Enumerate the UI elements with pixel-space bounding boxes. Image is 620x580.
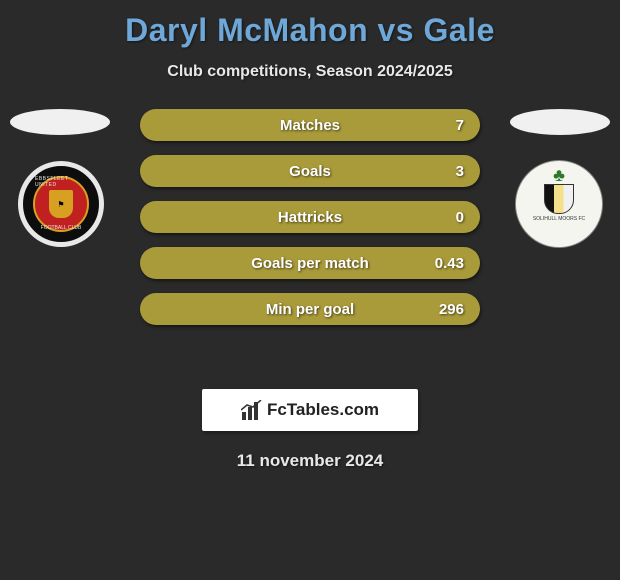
stat-label: Matches	[280, 117, 340, 134]
club-crest-left-inner: EBBSFLEET UNITED ⚑ FOOTBALL CLUB	[33, 176, 89, 232]
stat-value: 3	[456, 163, 464, 180]
brand-logo-box: FcTables.com	[202, 389, 418, 431]
stat-value: 0	[456, 209, 464, 226]
stat-row: Min per goal 296	[140, 293, 480, 325]
date-text: 11 november 2024	[0, 451, 620, 471]
bar-chart-icon	[241, 400, 263, 420]
comparison-body: EBBSFLEET UNITED ⚑ FOOTBALL CLUB ♣ SOLIH…	[0, 109, 620, 359]
crest-right-tree-icon: ♣	[553, 168, 565, 182]
crest-left-shield-icon: ⚑	[49, 190, 73, 218]
stat-row: Hattricks 0	[140, 201, 480, 233]
crest-right-ribbon-text: SOLIHULL MOORS FC	[533, 216, 585, 222]
subtitle: Club competitions, Season 2024/2025	[0, 63, 620, 81]
stat-row: Matches 7	[140, 109, 480, 141]
crest-left-bottom-text: FOOTBALL CLUB	[41, 225, 82, 231]
stat-label: Goals	[289, 163, 331, 180]
club-crest-left: EBBSFLEET UNITED ⚑ FOOTBALL CLUB	[18, 161, 104, 247]
club-crest-right: ♣ SOLIHULL MOORS FC	[516, 161, 602, 247]
stat-value: 0.43	[435, 255, 464, 272]
stat-label: Hattricks	[278, 209, 342, 226]
page-title: Daryl McMahon vs Gale	[0, 0, 620, 49]
player-avatar-left	[10, 109, 110, 135]
stat-row: Goals 3	[140, 155, 480, 187]
stat-value: 7	[456, 117, 464, 134]
crest-left-top-text: EBBSFLEET UNITED	[35, 176, 87, 188]
crest-right-shield-icon	[544, 184, 574, 214]
brand-text: FcTables.com	[267, 400, 379, 420]
stat-label: Goals per match	[251, 255, 369, 272]
stats-list: Matches 7 Goals 3 Hattricks 0 Goals per match 0…	[140, 109, 480, 325]
stat-value: 296	[439, 301, 464, 318]
stat-row: Goals per match 0.43	[140, 247, 480, 279]
stat-label: Min per goal	[266, 301, 354, 318]
player-avatar-right	[510, 109, 610, 135]
